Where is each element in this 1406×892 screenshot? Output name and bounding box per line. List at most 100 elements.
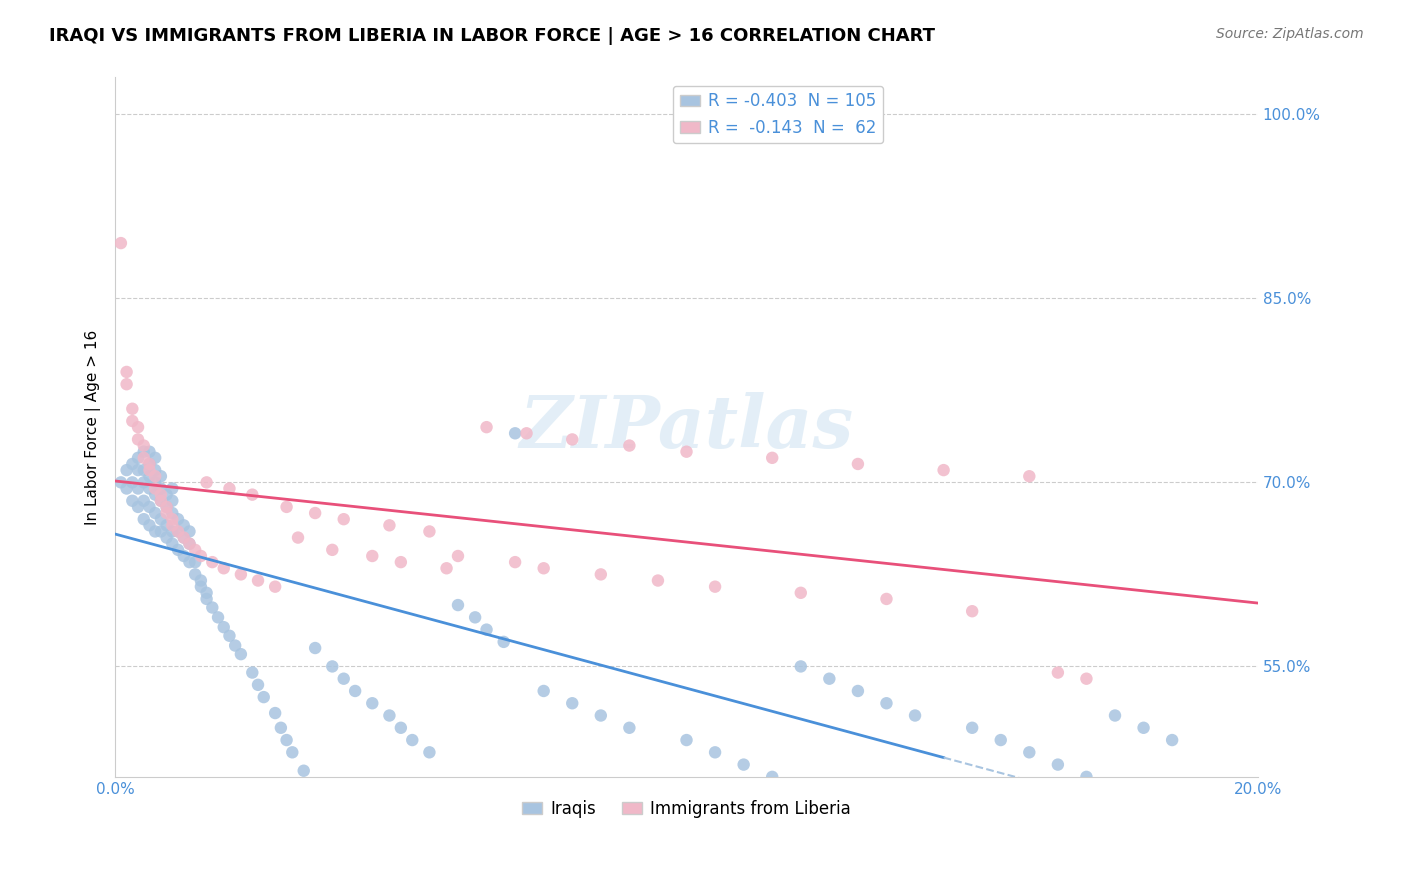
Point [162,524,184,539]
Point [127,482,149,496]
Point [515,426,537,441]
Point [846,684,869,698]
Point [132,475,155,490]
Point [264,706,287,720]
Point [201,555,224,569]
Point [321,542,343,557]
Point [162,506,184,520]
Point [207,610,229,624]
Point [589,567,612,582]
Point [561,696,583,710]
Point [212,620,235,634]
Point [138,444,160,458]
Point [184,542,207,557]
Point [127,450,149,465]
Point [138,469,160,483]
Point [121,457,143,471]
Point [195,586,218,600]
Point [138,457,160,471]
Point [132,439,155,453]
Point [361,696,384,710]
Point [173,518,195,533]
Point [240,488,263,502]
Point [675,733,697,747]
Point [179,537,201,551]
Point [281,745,304,759]
Point [167,524,190,539]
Point [464,610,486,624]
Point [167,512,190,526]
Point [276,733,298,747]
Point [149,488,172,502]
Point [162,493,184,508]
Point [436,561,458,575]
Point [253,690,276,705]
Point [304,640,326,655]
Point [149,493,172,508]
Point [1161,733,1184,747]
Point [818,672,841,686]
Point [195,591,218,606]
Point [475,623,498,637]
Point [143,450,166,465]
Point [619,439,641,453]
Point [155,500,177,514]
Point [418,524,440,539]
Point [960,721,983,735]
Point [704,580,727,594]
Text: ZIPatlas: ZIPatlas [519,392,853,463]
Point [1046,757,1069,772]
Point [132,493,155,508]
Point [561,433,583,447]
Point [589,708,612,723]
Point [143,475,166,490]
Point [240,665,263,680]
Point [1104,708,1126,723]
Point [1132,721,1154,735]
Point [492,635,515,649]
Point [675,444,697,458]
Legend: Iraqis, Immigrants from Liberia: Iraqis, Immigrants from Liberia [516,793,858,824]
Point [229,647,252,661]
Point [132,512,155,526]
Point [647,574,669,588]
Point [149,469,172,483]
Point [155,500,177,514]
Point [619,721,641,735]
Point [761,770,783,784]
Point [1046,665,1069,680]
Point [155,531,177,545]
Point [127,500,149,514]
Point [162,482,184,496]
Point [904,708,927,723]
Point [292,764,315,778]
Point [761,450,783,465]
Point [361,549,384,563]
Point [195,475,218,490]
Point [184,567,207,582]
Point [143,482,166,496]
Point [790,659,813,673]
Point [503,426,526,441]
Point [224,639,246,653]
Point [127,463,149,477]
Point [149,512,172,526]
Point [138,482,160,496]
Point [143,469,166,483]
Point [115,365,138,379]
Point [201,600,224,615]
Point [190,549,212,563]
Point [401,733,423,747]
Point [447,598,470,612]
Point [190,574,212,588]
Point [533,684,555,698]
Point [138,518,160,533]
Point [1076,770,1098,784]
Point [276,500,298,514]
Point [1076,672,1098,686]
Point [121,414,143,428]
Point [143,463,166,477]
Point [447,549,470,563]
Point [389,721,412,735]
Point [378,708,401,723]
